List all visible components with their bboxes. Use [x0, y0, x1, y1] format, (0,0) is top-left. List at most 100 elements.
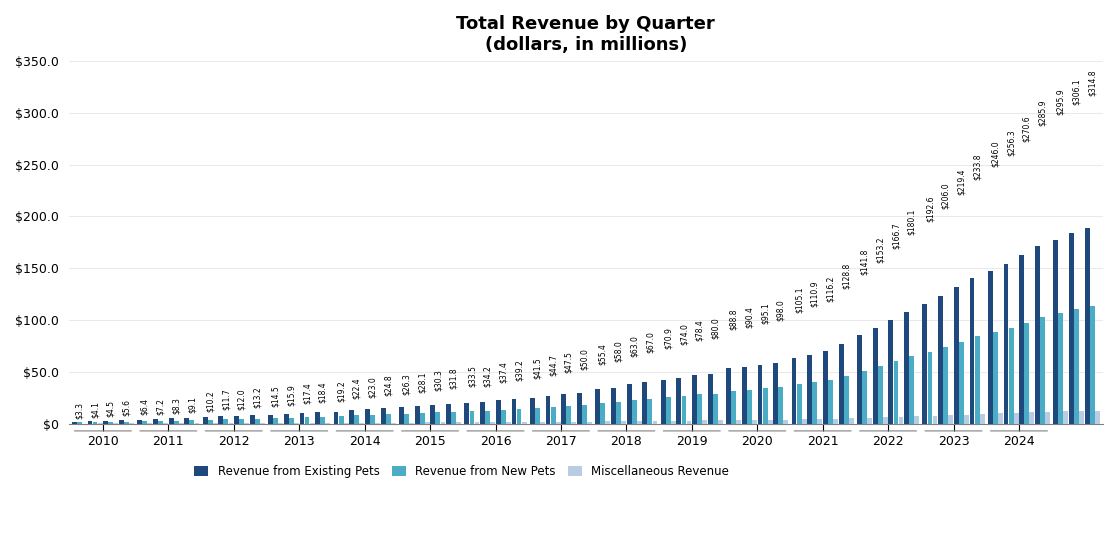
Bar — [153, 419, 158, 424]
Bar — [979, 414, 985, 424]
Bar — [731, 390, 736, 424]
Text: $39.2: $39.2 — [514, 360, 523, 381]
Bar — [124, 422, 129, 424]
Bar — [964, 415, 969, 424]
Bar — [807, 355, 812, 424]
Text: $295.9: $295.9 — [1057, 89, 1065, 116]
Text: $95.1: $95.1 — [760, 302, 769, 323]
Bar — [938, 295, 944, 424]
Bar — [1074, 309, 1079, 424]
Bar — [1024, 323, 1030, 424]
Bar — [364, 409, 370, 424]
Bar — [959, 342, 964, 424]
Bar — [333, 411, 339, 424]
Bar — [758, 364, 762, 424]
Bar — [294, 423, 299, 424]
Text: $90.4: $90.4 — [745, 307, 754, 328]
Bar — [637, 421, 642, 424]
Bar — [922, 304, 927, 424]
Text: $63.0: $63.0 — [629, 335, 638, 357]
Text: $166.7: $166.7 — [891, 222, 900, 249]
Bar — [517, 409, 521, 424]
Bar — [899, 417, 903, 424]
Bar — [1063, 411, 1069, 424]
Bar — [108, 422, 113, 424]
Bar — [774, 363, 778, 424]
Bar — [268, 415, 273, 424]
Text: $78.4: $78.4 — [695, 319, 704, 341]
Bar — [682, 396, 686, 424]
Bar — [708, 374, 713, 424]
Bar — [1095, 410, 1100, 424]
Bar — [702, 421, 708, 424]
Bar — [173, 421, 179, 424]
Text: $28.1: $28.1 — [418, 372, 427, 393]
Bar — [643, 382, 647, 424]
Bar — [1008, 328, 1014, 424]
Text: $116.2: $116.2 — [826, 275, 835, 302]
Bar — [304, 417, 310, 424]
Bar — [530, 398, 534, 424]
Bar — [893, 361, 899, 424]
Text: $15.9: $15.9 — [287, 384, 296, 406]
Bar — [255, 418, 259, 424]
Text: $41.5: $41.5 — [533, 357, 542, 379]
Text: $6.4: $6.4 — [140, 399, 150, 415]
Bar — [278, 423, 283, 424]
Bar — [399, 407, 404, 424]
Bar — [868, 418, 872, 424]
Bar — [464, 403, 470, 424]
Bar — [386, 414, 390, 424]
Bar — [823, 352, 828, 424]
Text: $5.6: $5.6 — [122, 399, 131, 416]
Text: $219.4: $219.4 — [957, 168, 966, 195]
Bar — [606, 421, 610, 424]
Text: $270.6: $270.6 — [1022, 115, 1031, 141]
Bar — [948, 415, 954, 424]
Bar — [915, 416, 919, 424]
Text: $34.2: $34.2 — [483, 365, 492, 387]
Title: Total Revenue by Quarter
(dollars, in millions): Total Revenue by Quarter (dollars, in mi… — [456, 15, 716, 54]
Bar — [381, 408, 386, 424]
Bar — [234, 416, 239, 424]
Bar — [376, 423, 380, 424]
Bar — [768, 420, 773, 424]
Bar — [713, 394, 718, 424]
Bar — [1014, 413, 1018, 424]
Bar — [993, 332, 998, 424]
Bar — [485, 411, 490, 424]
Text: $88.8: $88.8 — [729, 308, 738, 330]
Bar — [273, 418, 278, 424]
Bar — [969, 278, 975, 424]
Bar — [873, 328, 878, 424]
Bar — [300, 413, 304, 424]
Bar — [456, 422, 461, 424]
Bar — [288, 418, 294, 424]
Bar — [103, 421, 108, 424]
Bar — [77, 422, 82, 424]
Text: $192.6: $192.6 — [926, 196, 935, 222]
Bar — [792, 359, 796, 424]
Text: $233.8: $233.8 — [973, 153, 982, 180]
Bar — [661, 380, 665, 424]
Text: $33.5: $33.5 — [467, 366, 476, 387]
Bar — [944, 347, 948, 424]
Bar — [551, 407, 556, 424]
Text: $105.1: $105.1 — [795, 287, 804, 313]
Bar — [828, 380, 833, 424]
Text: $12.0: $12.0 — [237, 388, 246, 410]
Bar — [632, 400, 636, 424]
Bar — [561, 394, 566, 424]
Text: $67.0: $67.0 — [645, 331, 654, 353]
Bar — [762, 388, 768, 424]
Bar — [1090, 306, 1095, 424]
Bar — [142, 421, 148, 424]
Bar — [909, 356, 915, 424]
Bar — [988, 271, 993, 424]
Bar — [349, 410, 354, 424]
Bar — [883, 417, 888, 424]
Bar — [692, 375, 697, 424]
Text: $26.3: $26.3 — [402, 373, 411, 395]
Bar — [571, 422, 576, 424]
Bar — [370, 415, 375, 424]
